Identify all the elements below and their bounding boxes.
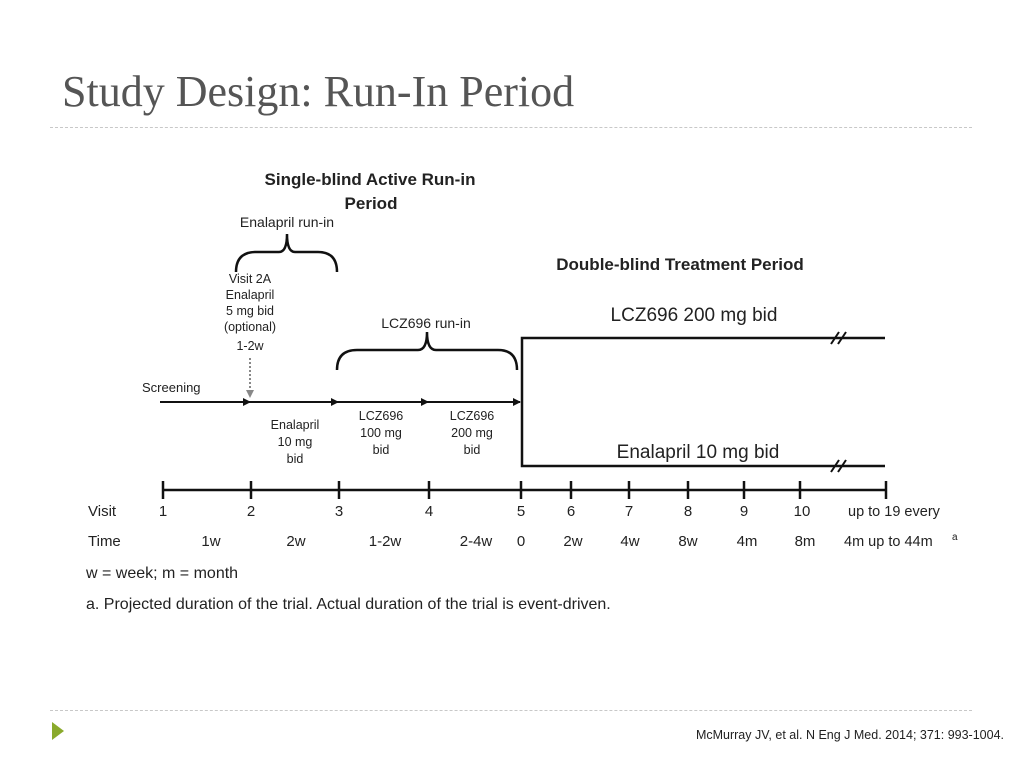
visit-label: 10 xyxy=(794,503,811,520)
visit-row-label: Visit xyxy=(88,503,117,520)
enalapril-arm-label: Enalapril 10 mg bid xyxy=(617,442,780,463)
lcz696-arm-label: LCZ696 200 mg bid xyxy=(611,305,778,326)
time-label: 4m xyxy=(737,533,758,550)
visit-label: 5 xyxy=(517,503,525,520)
double-blind-header: Double-blind Treatment Period xyxy=(556,255,803,274)
lcz696-runin-label: LCZ696 run-in xyxy=(381,315,471,331)
screening-label: Screening xyxy=(142,380,201,395)
time-label: 2w xyxy=(286,533,305,550)
time-label: 1-2w xyxy=(369,533,402,550)
enalapril-runin-label: Enalapril run-in xyxy=(240,214,334,230)
time-label-footnote-marker: a xyxy=(952,532,958,543)
lcz696-runin-brace xyxy=(335,331,519,371)
single-blind-header-line2: Period xyxy=(345,194,398,213)
visit-label: 7 xyxy=(625,503,633,520)
visit-label: 8 xyxy=(684,503,692,520)
dose-lcz100-line-2: 100 mg xyxy=(360,426,402,440)
lcz696-arm-break-mark xyxy=(830,331,847,345)
footnote-duration: a. Projected duration of the trial. Actu… xyxy=(86,596,611,613)
time-label: 4w xyxy=(620,533,639,550)
time-label-last: 4m up to 44m xyxy=(844,534,933,550)
visit2a-line-5: 1-2w xyxy=(236,339,264,353)
dose-lcz100-line-3: bid xyxy=(373,443,390,457)
triangle-bullet-icon xyxy=(52,722,64,740)
visit2a-line-3: 5 mg bid xyxy=(226,304,274,318)
dose-lcz200-line-2: 200 mg xyxy=(451,426,493,440)
time-label: 8m xyxy=(795,533,816,550)
dose-lcz200-line-1: LCZ696 xyxy=(450,409,495,423)
time-label: 8w xyxy=(678,533,697,550)
enalapril-runin-brace xyxy=(234,233,339,273)
visit2a-line-1: Visit 2A xyxy=(229,272,272,286)
slide-title: Study Design: Run-In Period xyxy=(62,67,575,116)
visit2a-line-2: Enalapril xyxy=(226,288,275,302)
time-row-label: Time xyxy=(88,533,121,550)
visit-label-last: up to 19 every xyxy=(848,504,941,520)
dose-lcz100-line-1: LCZ696 xyxy=(359,409,404,423)
visit-label: 6 xyxy=(567,503,575,520)
visit-label: 9 xyxy=(740,503,748,520)
footnote-units: w = week; m = month xyxy=(85,565,238,582)
title-divider xyxy=(50,127,972,128)
time-label: 0 xyxy=(517,533,525,550)
time-label: 2w xyxy=(563,533,582,550)
dose-enalapril-line-3: bid xyxy=(287,452,304,466)
visit-label: 3 xyxy=(335,503,343,520)
randomization-split-line xyxy=(520,336,885,468)
enalapril-arm-break-mark xyxy=(830,459,847,473)
footer-divider xyxy=(50,710,972,711)
visit-label: 2 xyxy=(247,503,255,520)
dose-lcz200-line-3: bid xyxy=(464,443,481,457)
visit-axis-ticks xyxy=(161,481,888,499)
single-blind-header-line1: Single-blind Active Run-in xyxy=(265,170,476,189)
time-label: 1w xyxy=(201,533,220,550)
time-label: 2-4w xyxy=(460,533,493,550)
dose-enalapril-line-2: 10 mg xyxy=(278,435,313,449)
dose-enalapril-line-1: Enalapril xyxy=(271,418,320,432)
visit2a-line-4: (optional) xyxy=(224,320,276,334)
citation: McMurray JV, et al. N Eng J Med. 2014; 3… xyxy=(695,728,1004,742)
visit-label: 1 xyxy=(159,503,167,520)
visit-label: 4 xyxy=(425,503,433,520)
